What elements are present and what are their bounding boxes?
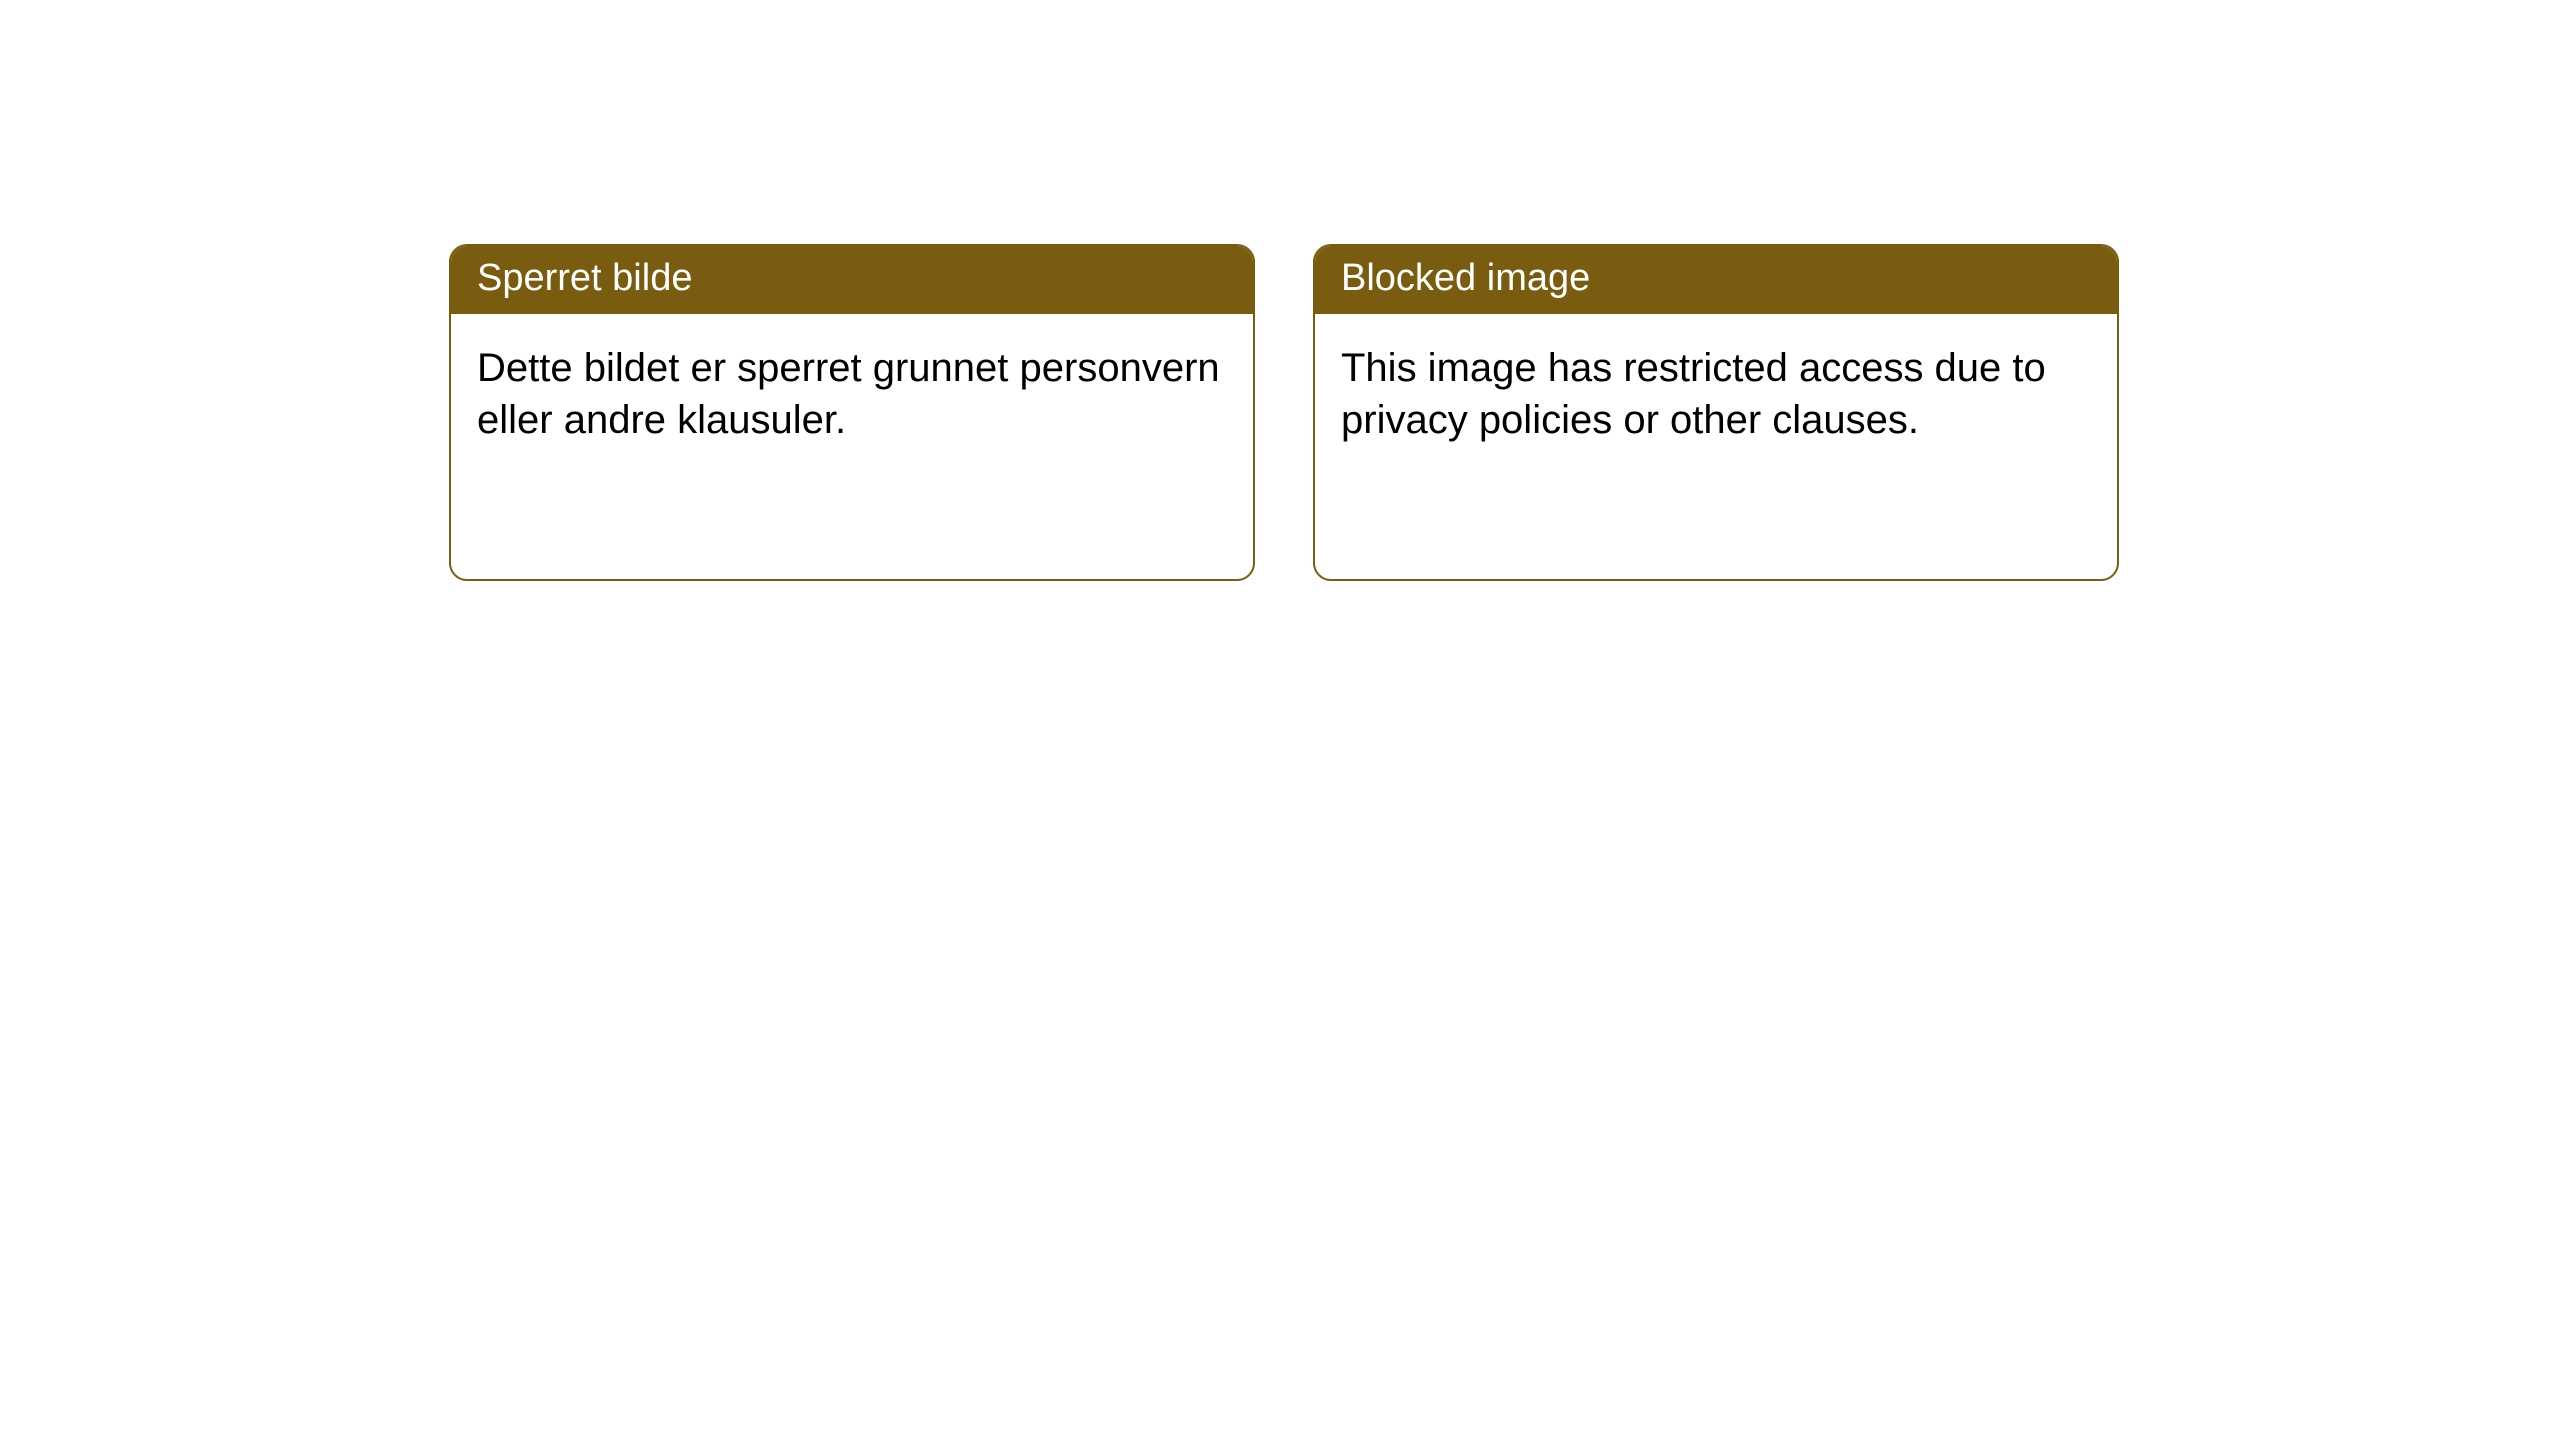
notice-message-english: This image has restricted access due to … [1315, 314, 2117, 474]
notice-box-norwegian: Sperret bilde Dette bildet er sperret gr… [449, 244, 1255, 581]
notice-box-english: Blocked image This image has restricted … [1313, 244, 2119, 581]
notice-container: Sperret bilde Dette bildet er sperret gr… [449, 244, 2119, 581]
notice-title-norwegian: Sperret bilde [451, 246, 1253, 314]
notice-message-norwegian: Dette bildet er sperret grunnet personve… [451, 314, 1253, 474]
notice-title-english: Blocked image [1315, 246, 2117, 314]
